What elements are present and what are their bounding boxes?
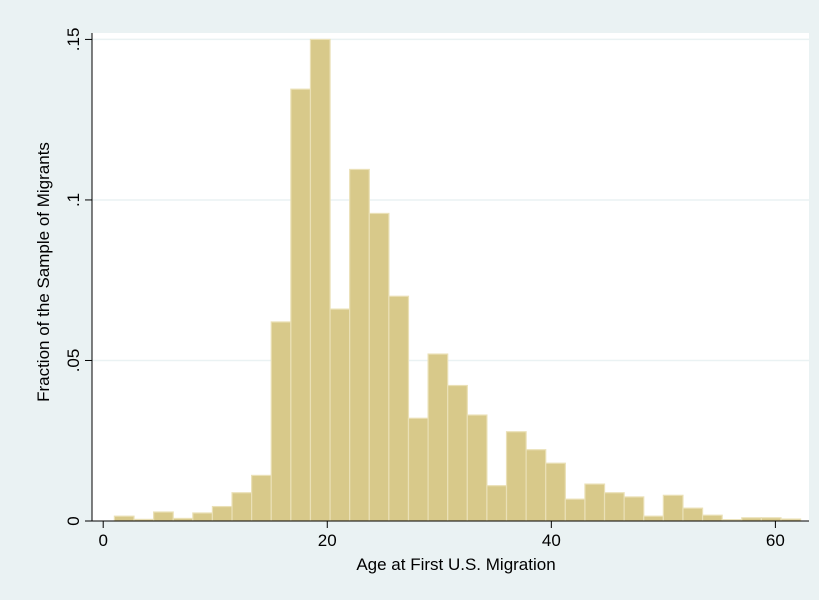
histogram-bar-17 <box>447 384 468 522</box>
ticks: 0 20 40 60 0 .05 .1 .15 <box>64 28 785 550</box>
histogram-bar-15 <box>407 417 429 522</box>
y-tick-label-3: .15 <box>64 28 83 52</box>
histogram-bar-30 <box>701 514 723 522</box>
histogram-bar-7 <box>251 474 272 522</box>
histogram-bar-25 <box>603 492 625 522</box>
y-tick-label-2: .1 <box>64 193 83 207</box>
y-tick-label-0: 0 <box>64 516 83 525</box>
histogram-bar-6 <box>231 492 253 522</box>
histogram-bar-14 <box>388 295 410 522</box>
histogram-bar-10 <box>309 38 331 522</box>
x-tick-label-2: 40 <box>542 531 561 550</box>
histogram-bar-27 <box>643 515 664 522</box>
histogram-bar-16 <box>427 353 449 522</box>
histogram-bar-21 <box>525 449 547 522</box>
histogram-bar-22 <box>545 462 566 522</box>
histogram-bar-2 <box>153 511 174 522</box>
histogram-bar-24 <box>584 483 606 522</box>
histogram-bar-13 <box>368 212 390 522</box>
histogram-bar-0 <box>113 515 135 522</box>
histogram-bar-11 <box>329 308 351 522</box>
axes <box>91 33 809 522</box>
histogram-bar-8 <box>270 321 292 522</box>
x-tick-label-0: 0 <box>98 531 107 550</box>
x-tick-label-1: 20 <box>318 531 337 550</box>
gridlines <box>92 38 809 362</box>
histogram-bar-5 <box>211 505 233 522</box>
histogram-bar-28 <box>662 494 684 522</box>
histogram-bar-4 <box>192 512 214 522</box>
histogram-bar-12 <box>349 168 370 522</box>
histogram-bar-23 <box>564 498 586 522</box>
y-tick-label-1: .05 <box>64 349 83 373</box>
y-axis-label: Fraction of the Sample of Migrants <box>34 142 53 402</box>
histogram-bar-9 <box>290 88 312 522</box>
histogram-bar-19 <box>486 485 508 522</box>
histogram-bar-26 <box>623 496 645 522</box>
histogram-bar-20 <box>505 431 527 522</box>
histogram-bar-18 <box>466 414 488 522</box>
x-axis-label: Age at First U.S. Migration <box>356 555 555 574</box>
x-tick-label-3: 60 <box>766 531 785 550</box>
bars <box>113 38 802 522</box>
histogram-bar-29 <box>682 507 704 522</box>
